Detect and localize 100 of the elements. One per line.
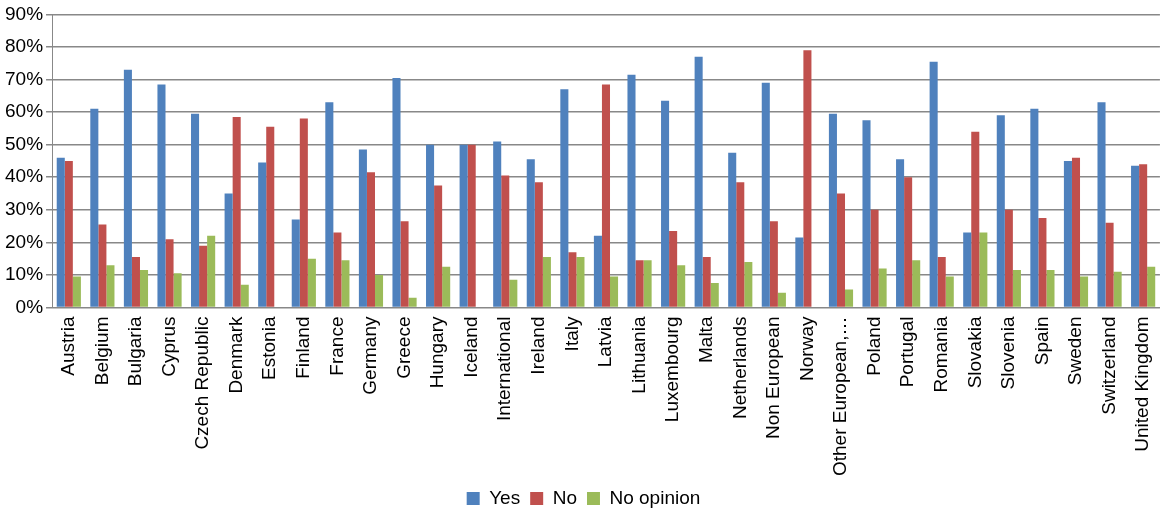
bar <box>165 239 174 307</box>
bar <box>266 126 275 307</box>
bar <box>131 257 140 307</box>
bar <box>1097 102 1106 307</box>
x-tick-label: United Kingdom <box>1131 316 1153 452</box>
bar <box>358 149 367 307</box>
bar <box>375 274 384 307</box>
bar <box>560 89 569 307</box>
y-tick-label: 60% <box>5 100 44 122</box>
y-tick-label: 30% <box>5 198 44 220</box>
bar <box>937 257 946 307</box>
bar <box>979 232 988 307</box>
bar <box>341 260 350 307</box>
bar <box>459 144 468 307</box>
bar <box>971 131 980 307</box>
bar <box>1113 271 1122 307</box>
x-tick-label: Norway <box>795 316 817 381</box>
x-tick-label: France <box>325 316 347 376</box>
y-tick-label: 90% <box>5 2 44 24</box>
y-tick-label: 80% <box>5 35 44 57</box>
bar <box>299 118 308 307</box>
bar <box>72 276 81 307</box>
bar <box>232 116 241 307</box>
x-tick-label: International <box>493 316 515 422</box>
bar <box>426 144 435 307</box>
bar <box>661 100 670 307</box>
bar <box>710 283 719 307</box>
x-tick-label: Denmark <box>224 316 246 394</box>
x-tick-label: Germany <box>359 316 381 395</box>
x-tick-label: Italy <box>560 316 582 352</box>
bar <box>669 230 678 307</box>
bar <box>744 261 753 307</box>
x-tick-label: Malta <box>694 316 716 363</box>
bar <box>224 193 233 307</box>
bar <box>157 84 166 307</box>
bar <box>240 284 249 307</box>
bar <box>106 265 115 307</box>
x-tick-label: Portugal <box>896 316 918 388</box>
bar <box>1063 160 1072 307</box>
bar <box>1105 222 1114 307</box>
bar <box>139 270 149 307</box>
bar <box>769 221 778 307</box>
bar <box>777 292 786 307</box>
bar <box>333 232 342 307</box>
x-tick-label: Switzerland <box>1097 316 1119 415</box>
legend-label: No opinion <box>609 486 701 508</box>
x-tick-label: Romania <box>929 316 951 393</box>
bar <box>643 260 652 307</box>
bar <box>1030 108 1039 307</box>
bar <box>1038 217 1047 307</box>
bar <box>904 177 913 307</box>
bar <box>828 113 837 307</box>
bar <box>98 224 107 307</box>
x-tick-label: Ireland <box>527 316 549 375</box>
y-tick-label: 20% <box>5 230 44 252</box>
bar <box>929 61 938 307</box>
x-tick-label: Estonia <box>258 316 280 380</box>
bar <box>728 152 737 307</box>
x-tick-label: Finland <box>292 316 314 379</box>
bar <box>795 237 804 307</box>
bar <box>677 265 686 307</box>
bar <box>1131 165 1140 307</box>
y-tick-label: 40% <box>5 165 44 187</box>
bar <box>694 56 703 307</box>
x-tick-label: Netherlands <box>728 316 750 419</box>
x-tick-label: Belgium <box>90 316 112 386</box>
x-tick-label: Cyprus <box>157 316 179 377</box>
bar <box>258 162 267 307</box>
bar <box>635 260 644 307</box>
bar <box>64 160 73 307</box>
legend-label: No <box>552 486 577 508</box>
bar <box>945 276 954 307</box>
bar <box>191 113 200 307</box>
bar <box>996 115 1005 307</box>
bar <box>325 102 334 307</box>
bar <box>442 266 451 307</box>
bar <box>291 219 300 307</box>
bar <box>601 84 611 307</box>
x-tick-label: Poland <box>862 316 884 376</box>
bar <box>1012 270 1021 307</box>
bar <box>963 232 972 307</box>
bar <box>761 82 770 307</box>
bar <box>307 258 316 307</box>
x-tick-label: Slovenia <box>997 316 1019 390</box>
bar <box>1004 209 1013 307</box>
x-tick-label: Greece <box>392 316 414 379</box>
bar <box>400 221 409 307</box>
bar <box>434 185 443 307</box>
y-tick-label: 70% <box>5 67 44 89</box>
bar <box>123 69 132 307</box>
x-tick-label: Bulgaria <box>124 316 146 387</box>
bar <box>593 235 602 307</box>
bar <box>173 273 182 307</box>
x-tick-label: Other European,… <box>829 316 851 477</box>
bar <box>1147 266 1156 307</box>
bar <box>1046 270 1055 307</box>
bar <box>1071 157 1081 307</box>
y-tick-label: 50% <box>5 132 44 154</box>
x-tick-label: Non European <box>762 316 784 440</box>
bar <box>408 297 417 307</box>
